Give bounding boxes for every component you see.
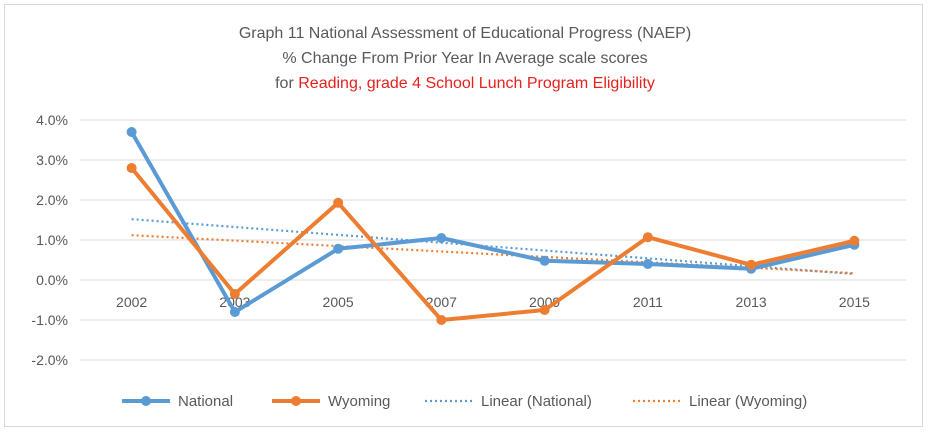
x-tick-label-2: 2005 [323,294,354,310]
legend-label-3: Linear (Wyoming) [689,393,807,410]
data-point-0-1 [229,307,240,317]
series-0 [126,127,860,317]
data-point-1-4 [539,305,550,315]
line-chart: Graph 11 National Assessment of Educatio… [31,25,906,410]
data-point-0-0 [126,127,137,137]
data-point-0-5 [642,259,653,269]
data-point-0-2 [333,243,344,254]
series-line-1 [129,166,857,322]
series-lines [126,127,860,325]
y-tick-label-1: 3.0% [36,152,68,168]
legend-label-0: National [178,393,233,410]
x-tick-label-3: 2007 [426,294,457,310]
y-axis-tick-labels: 4.0% 3.0% 2.0% 1.0% 0.0% -1.0% -2.0% [31,112,68,368]
y-tick-label-0: 4.0% [36,112,68,128]
data-point-1-5 [642,232,653,243]
y-tick-label-3: 1.0% [36,232,68,248]
legend-label-2: Linear (National) [481,393,592,410]
data-point-0-4 [539,255,550,266]
y-tick-label-5: -1.0% [31,312,68,328]
series-1 [126,163,860,325]
legend-item-3: Linear (Wyoming) [633,393,807,410]
x-tick-label-7: 2015 [839,294,870,310]
series-line-0 [129,130,857,314]
legend-marker-0 [141,396,151,406]
data-point-1-0 [126,163,137,173]
y-tick-label-4: 0.0% [36,272,68,288]
data-point-1-6 [746,259,757,270]
title-line-3: for Reading, grade 4 School Lunch Progra… [275,75,655,92]
gridlines [80,119,906,361]
title-line-3-prefix: for [275,75,298,92]
x-tick-label-6: 2013 [736,294,767,310]
x-tick-label-0: 2002 [116,294,147,310]
y-tick-label-2: 2.0% [36,192,68,208]
trendlines [131,218,855,276]
legend-item-0: National [122,393,233,410]
trendline-0 [131,218,855,276]
trendline-1 [131,234,855,275]
legend-item-2: Linear (National) [425,393,592,410]
legend: National Wyoming Linear (National) Linear (… [122,393,807,410]
data-point-1-2 [333,197,344,208]
x-tick-label-5: 2011 [633,294,663,310]
legend-marker-1 [291,396,301,406]
title-line-3-highlight: Reading, grade 4 School Lunch Program El… [298,75,655,92]
chart-frame: Graph 11 National Assessment of Educatio… [4,4,923,427]
title-line-1: Graph 11 National Assessment of Educatio… [239,25,691,42]
data-point-1-7 [849,235,860,246]
data-point-0-3 [436,233,447,243]
y-tick-label-6: -2.0% [31,352,68,368]
legend-label-1: Wyoming [328,393,390,410]
data-point-1-1 [229,289,240,299]
chart-title: Graph 11 National Assessment of Educatio… [239,25,691,92]
title-line-2: % Change From Prior Year In Average scal… [282,50,647,67]
legend-item-1: Wyoming [272,393,390,410]
data-point-1-3 [436,315,447,325]
